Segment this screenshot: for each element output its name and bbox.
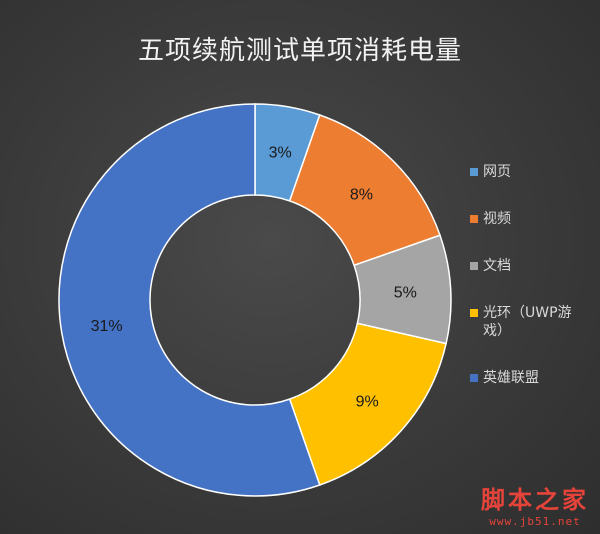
- legend: 网页视频文档光环（UWP游 戏） 英雄联盟: [470, 163, 595, 416]
- data-label: 5%: [394, 285, 417, 302]
- legend-item: 英雄联盟: [470, 369, 595, 387]
- legend-swatch: [470, 262, 478, 270]
- watermark: 脚本之家 www.jb51.net: [470, 480, 600, 528]
- data-label: 31%: [91, 318, 123, 335]
- chart-title: 五项续航测试单项消耗电量: [137, 36, 462, 66]
- legend-item: 网页: [470, 163, 595, 181]
- legend-label: 光环（UWP游 戏）: [483, 305, 572, 339]
- slice-lol: [58, 103, 321, 497]
- legend-label: 网页: [483, 164, 511, 180]
- legend-item: 文档: [470, 257, 595, 275]
- data-label: 9%: [356, 393, 379, 410]
- watermark-url: www.jb51.net: [489, 515, 581, 528]
- legend-item: 光环（UWP游 戏）: [470, 304, 595, 340]
- legend-swatch: [470, 374, 478, 382]
- legend-swatch: [470, 168, 478, 176]
- data-label: 3%: [269, 145, 292, 162]
- legend-swatch: [470, 309, 478, 317]
- legend-item: 视频: [470, 210, 595, 228]
- data-label: 8%: [350, 187, 373, 204]
- legend-label: 视频: [483, 211, 511, 227]
- legend-label: 英雄联盟: [483, 370, 539, 386]
- legend-label: 文档: [483, 258, 511, 274]
- watermark-main: 脚本之家: [481, 485, 589, 514]
- legend-swatch: [470, 215, 478, 223]
